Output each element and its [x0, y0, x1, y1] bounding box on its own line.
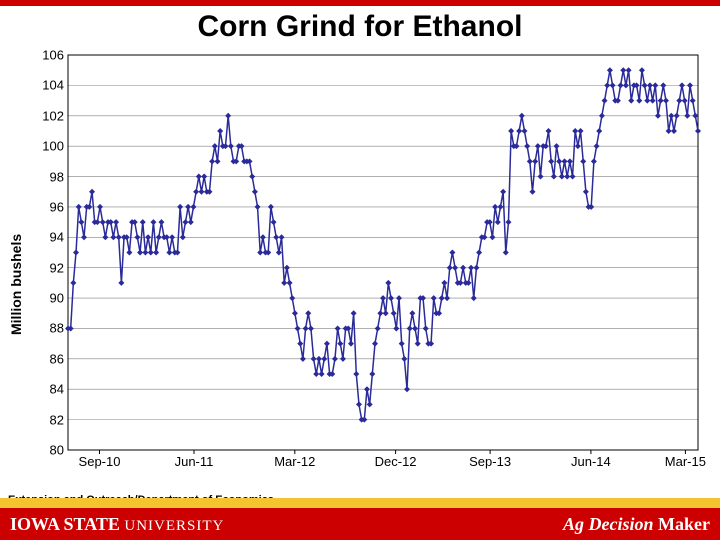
ag-decision-maker-logo: Ag Decision Maker	[563, 514, 710, 535]
x-tick-label: Jun-11	[175, 450, 214, 469]
y-tick-label: 106	[42, 48, 68, 63]
brand-maker: Maker	[658, 514, 710, 534]
x-tick-label: Sep-10	[79, 450, 121, 469]
isu-logo: IOWA STATE UNIVERSITY	[10, 514, 224, 535]
header-accent-bar	[0, 0, 720, 6]
footer-bar: IOWA STATE UNIVERSITY Ag Decision Maker	[0, 498, 720, 540]
y-tick-label: 84	[50, 382, 68, 397]
brand-decision: Decision	[589, 514, 654, 534]
y-tick-label: 102	[42, 108, 68, 123]
y-tick-label: 104	[42, 78, 68, 93]
x-tick-label: Mar-15	[665, 450, 706, 469]
x-tick-label: Sep-13	[469, 450, 511, 469]
chart-container: Million bushels 808284868890929496981001…	[30, 55, 698, 475]
y-tick-label: 82	[50, 412, 68, 427]
footer-red-stripe: IOWA STATE UNIVERSITY Ag Decision Maker	[0, 508, 720, 540]
y-tick-label: 90	[50, 291, 68, 306]
isu-logo-sub: UNIVERSITY	[124, 518, 224, 534]
plot-area: 80828486889092949698100102104106Sep-10Ju…	[68, 55, 698, 450]
x-tick-label: Jun-14	[571, 450, 611, 469]
y-axis-label: Million bushels	[8, 234, 24, 335]
x-tick-label: Dec-12	[375, 450, 417, 469]
brand-ag: Ag	[563, 514, 584, 534]
y-tick-label: 100	[42, 139, 68, 154]
y-tick-label: 80	[50, 443, 68, 458]
x-tick-label: Mar-12	[274, 450, 315, 469]
footer-gold-stripe	[0, 498, 720, 508]
y-tick-label: 92	[50, 260, 68, 275]
y-tick-label: 88	[50, 321, 68, 336]
y-tick-label: 86	[50, 351, 68, 366]
y-tick-label: 98	[50, 169, 68, 184]
isu-logo-main: IOWA STATE	[10, 514, 120, 534]
chart-title: Corn Grind for Ethanol	[0, 10, 720, 44]
y-tick-label: 96	[50, 199, 68, 214]
y-tick-label: 94	[50, 230, 68, 245]
